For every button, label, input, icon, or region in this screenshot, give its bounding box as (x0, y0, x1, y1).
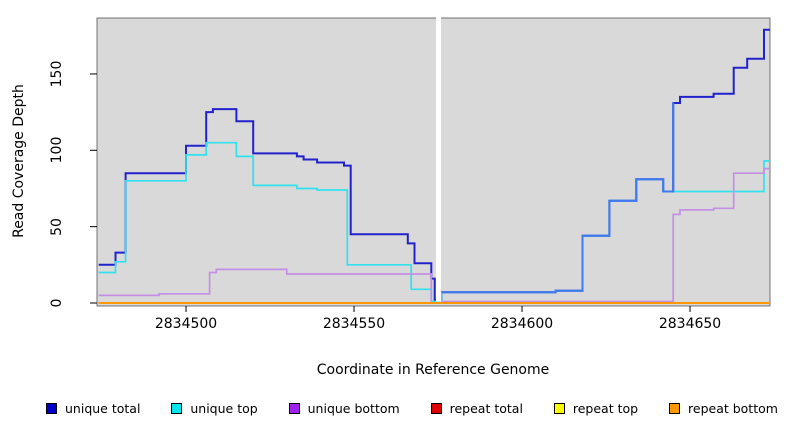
legend-item-repeat-top: repeat top (553, 401, 639, 416)
y-tick-label: 50 (49, 217, 65, 236)
legend-swatch (171, 403, 183, 414)
total-top-overlap-line (441, 102, 675, 294)
legend-item-unique-bottom: unique bottom (288, 401, 400, 416)
legend-swatch (288, 403, 300, 414)
legend-item-unique-total: unique total (46, 401, 140, 416)
x-tick-label: 2834600 (490, 316, 554, 332)
legend-swatch (669, 403, 681, 414)
y-tick-label: 100 (49, 136, 65, 164)
x-tick-label: 2834500 (154, 316, 218, 332)
legend-label: repeat top (572, 401, 639, 416)
legend-label: repeat bottom (688, 401, 778, 416)
legend-label: unique total (65, 401, 141, 416)
y-axis-title: Read Coverage Depth (11, 84, 27, 238)
coverage-gap-band (436, 17, 441, 302)
y-tick-label: 0 (49, 298, 65, 308)
legend-item-unique-top: unique top (171, 401, 258, 416)
x-axis-title: Coordinate in Reference Genome (316, 362, 550, 378)
legend-label: unique top (190, 401, 258, 416)
x-tick-label: 2834650 (658, 316, 722, 332)
legend-label: repeat total (449, 401, 523, 416)
y-tick-label: 150 (49, 60, 65, 88)
unique-total-line (98, 28, 770, 301)
x-tick-label: 2834550 (322, 316, 386, 332)
plot-background (96, 17, 771, 307)
legend-swatch (46, 403, 57, 414)
legend-swatch (553, 403, 565, 414)
legend-swatch (430, 403, 442, 414)
legend-item-repeat-bottom: repeat bottom (669, 401, 778, 416)
legend: unique total unique top unique bottom repea… (46, 401, 778, 416)
legend-item-repeat-total: repeat total (430, 401, 523, 416)
legend-label: unique bottom (307, 401, 400, 416)
